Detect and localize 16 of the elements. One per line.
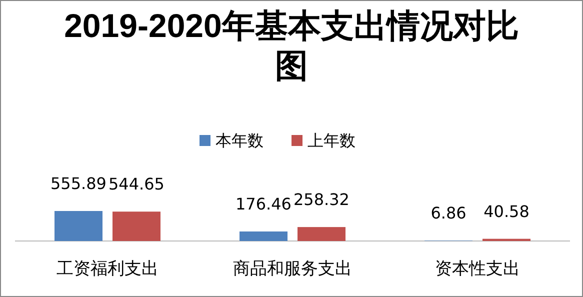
data-label: 544.65 xyxy=(108,174,164,194)
data-label: 6.86 xyxy=(430,204,466,223)
x-tick-label: 工资福利支出 xyxy=(56,259,158,279)
legend-label: 上年数 xyxy=(308,131,356,150)
data-label: 258.32 xyxy=(294,190,350,210)
legend-label: 本年数 xyxy=(216,131,264,150)
data-label: 40.58 xyxy=(484,202,530,221)
data-label: 555.89 xyxy=(50,174,106,193)
data-label: 176.46 xyxy=(236,194,292,214)
bar xyxy=(54,211,102,241)
bar xyxy=(298,227,346,241)
chart-title: 2019-2020年基本支出情况对比图 xyxy=(63,6,520,86)
x-tick-label: 资本性支出 xyxy=(435,259,520,279)
bar xyxy=(240,231,288,241)
x-tick-label: 商品和服务支出 xyxy=(233,259,352,279)
bar xyxy=(112,212,160,241)
